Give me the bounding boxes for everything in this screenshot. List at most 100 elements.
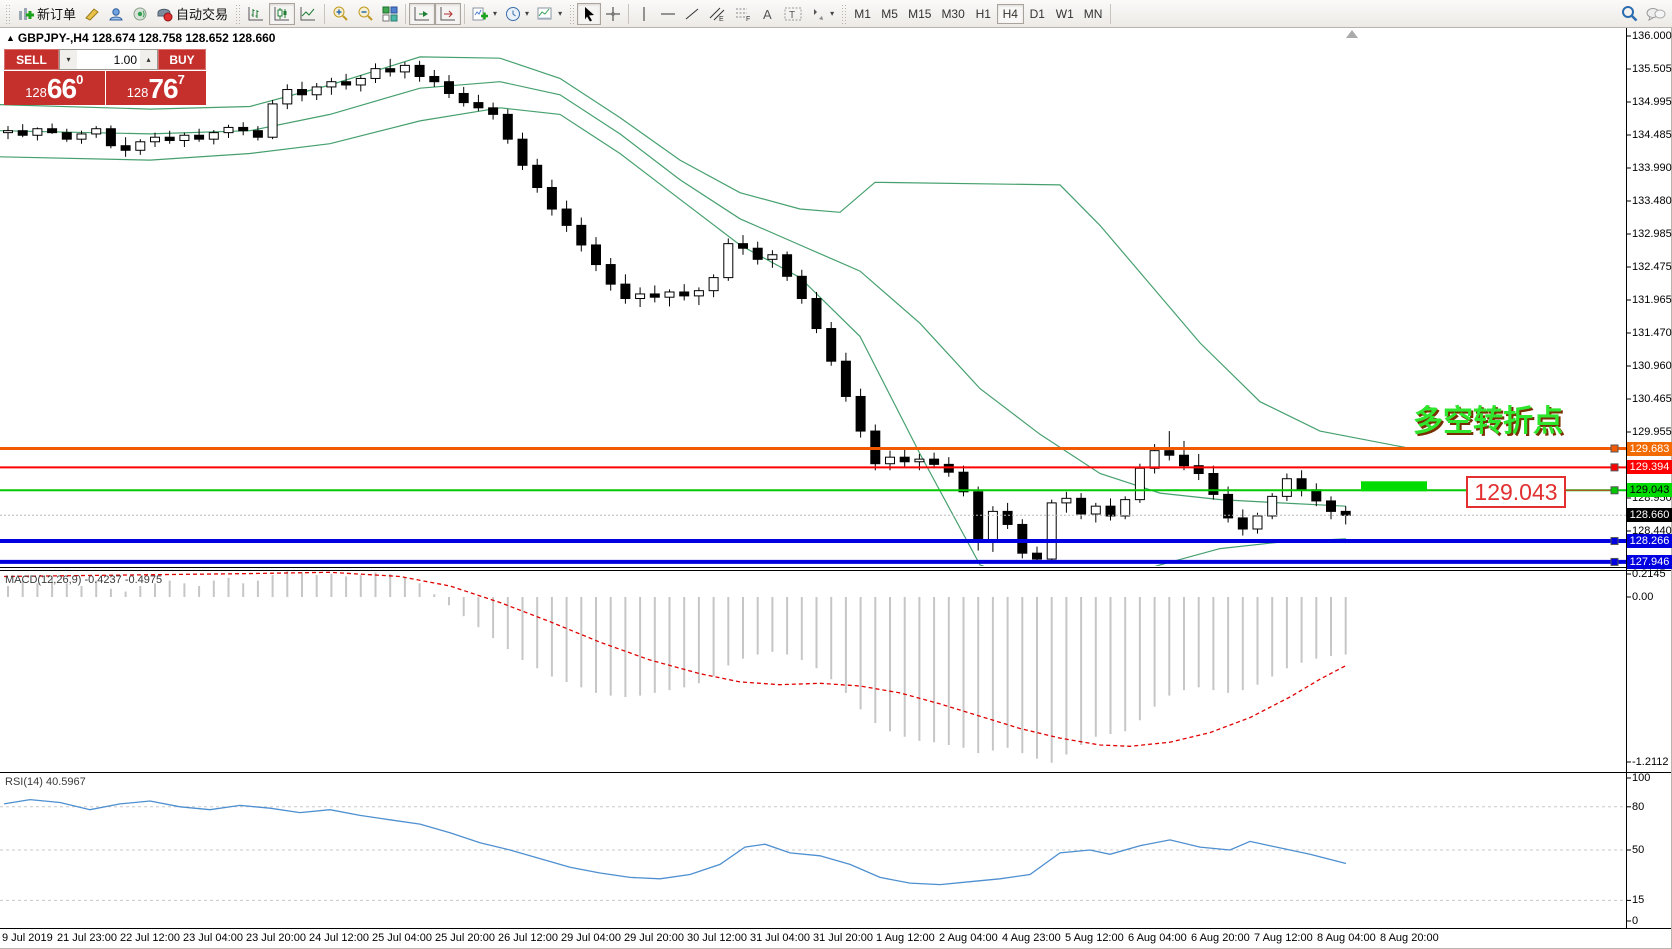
buy-price-display[interactable]: 128 76 7 <box>105 71 206 105</box>
candle-body <box>429 75 440 83</box>
collapse-triangle-icon[interactable]: ▲ <box>6 33 15 43</box>
candle-body <box>282 89 293 105</box>
price-line-label: 129.043 <box>1627 483 1672 498</box>
new-order-button[interactable]: 新订单 <box>13 3 80 25</box>
candle-body <box>370 68 381 79</box>
candle-body <box>1281 478 1292 497</box>
sell-price-big: 66 <box>46 73 77 104</box>
candle-body <box>708 277 719 292</box>
candle-body <box>179 134 190 141</box>
hline-marker <box>1610 557 1619 566</box>
hline-marker <box>1610 444 1619 453</box>
vertical-line-button[interactable] <box>632 3 656 25</box>
macd-label: MACD(12,26,9) -0.4237 -0.4975 <box>5 574 163 586</box>
candlestick-chart-button[interactable] <box>269 2 296 25</box>
timeframe-m5-button[interactable]: M5 <box>876 4 903 24</box>
chat-button[interactable] <box>1642 3 1670 25</box>
text-button[interactable]: A <box>756 3 780 25</box>
candle-body <box>17 130 28 136</box>
toolbar-grip[interactable] <box>569 3 575 24</box>
buy-price-big: 76 <box>148 73 178 104</box>
candle-body <box>194 134 205 140</box>
signals-button[interactable] <box>128 3 152 25</box>
timeframe-mn-button[interactable]: MN <box>1079 4 1108 24</box>
horizontal-line-button[interactable] <box>656 3 680 25</box>
candle-body <box>252 130 263 138</box>
time-axis-label: 25 Jul 04:00 <box>372 932 432 944</box>
equidistant-channel-button[interactable]: E <box>704 3 730 25</box>
candle-body <box>796 275 807 300</box>
svg-text:A: A <box>763 7 772 22</box>
candle-body <box>561 208 572 226</box>
fibonacci-icon: F <box>736 8 750 22</box>
hline-marker <box>1610 537 1619 546</box>
price-axis-tick: 130.465 <box>1632 393 1672 405</box>
candle-body <box>914 458 925 463</box>
candle-body <box>1076 497 1087 515</box>
toolbar-grip[interactable] <box>5 3 10 24</box>
trendline-button[interactable] <box>680 3 704 25</box>
candle-body <box>1340 510 1351 516</box>
toolbar-separator <box>405 3 407 24</box>
toolbar-grip[interactable] <box>841 3 847 24</box>
timeframe-m1-button[interactable]: M1 <box>849 4 876 24</box>
candle-body <box>150 136 160 143</box>
cursor-button[interactable] <box>577 2 602 25</box>
price-axis-tick: 132.985 <box>1632 228 1672 240</box>
auto-trading-icon <box>157 8 173 21</box>
price-line-label: 129.683 <box>1627 441 1672 456</box>
candle-body <box>1120 499 1131 517</box>
fibonacci-button[interactable]: F <box>730 3 756 25</box>
crosshair-button[interactable] <box>601 3 625 25</box>
candle-body <box>47 128 58 134</box>
timeframe-d1-button[interactable]: D1 <box>1024 4 1051 24</box>
turning-point-annotation[interactable]: 多空转折点 <box>1413 405 1563 438</box>
toolbox-button[interactable] <box>80 3 104 25</box>
community-button[interactable] <box>104 3 128 25</box>
chart-shift-button[interactable] <box>435 2 462 25</box>
timeframe-h1-button[interactable]: H1 <box>970 4 997 24</box>
time-axis-label: 2 Aug 04:00 <box>939 932 998 944</box>
timeframe-m15-button[interactable]: M15 <box>903 4 936 24</box>
candle-body <box>782 254 793 277</box>
bar-chart-button[interactable] <box>243 3 269 25</box>
sell-price-display[interactable]: 128 66 0 <box>4 71 105 105</box>
volume-decrease-button[interactable]: ▾ <box>60 50 77 69</box>
time-axis-label: 23 Jul 04:00 <box>183 932 243 944</box>
toolbar-grip[interactable] <box>235 3 241 24</box>
crosshair-icon <box>606 6 621 21</box>
auto-scroll-button[interactable] <box>409 2 436 25</box>
tile-windows-button[interactable] <box>378 3 402 25</box>
arrows-button[interactable]: ▾ <box>806 3 838 25</box>
candle-body <box>1017 523 1028 554</box>
periods-button[interactable]: ▾ <box>501 3 533 25</box>
candle-body <box>238 126 249 132</box>
zoom-in-button[interactable] <box>328 3 353 25</box>
sell-button[interactable]: SELL <box>4 49 59 70</box>
candle-body <box>444 81 454 94</box>
volume-input[interactable] <box>77 50 140 69</box>
candle-body <box>826 328 837 362</box>
text-label-button[interactable]: T <box>780 3 806 25</box>
templates-button[interactable]: ▾ <box>533 3 566 25</box>
search-button[interactable] <box>1617 3 1642 25</box>
price-axis-tick: 130.960 <box>1632 360 1672 372</box>
zoom-out-button[interactable] <box>353 3 378 25</box>
timeframe-m30-button[interactable]: M30 <box>936 4 969 24</box>
candle-body <box>591 244 601 266</box>
text-label-icon: T <box>784 7 802 21</box>
auto-trading-button[interactable]: 自动交易 <box>152 3 232 25</box>
candle-body <box>385 68 396 73</box>
timeframe-w1-button[interactable]: W1 <box>1051 4 1079 24</box>
timeframe-h4-button[interactable]: H4 <box>996 3 1024 24</box>
sell-price-sup: 0 <box>76 72 84 87</box>
rsi-axis-value: 0 <box>1632 915 1639 927</box>
indicators-button[interactable]: ▾ <box>468 3 501 25</box>
price-callout-box[interactable]: 129.043 <box>1466 476 1566 508</box>
volume-increase-button[interactable]: ▴ <box>140 50 157 69</box>
hline-marker <box>1610 463 1619 472</box>
buy-button[interactable]: BUY <box>158 49 206 70</box>
line-chart-button[interactable] <box>295 3 321 25</box>
